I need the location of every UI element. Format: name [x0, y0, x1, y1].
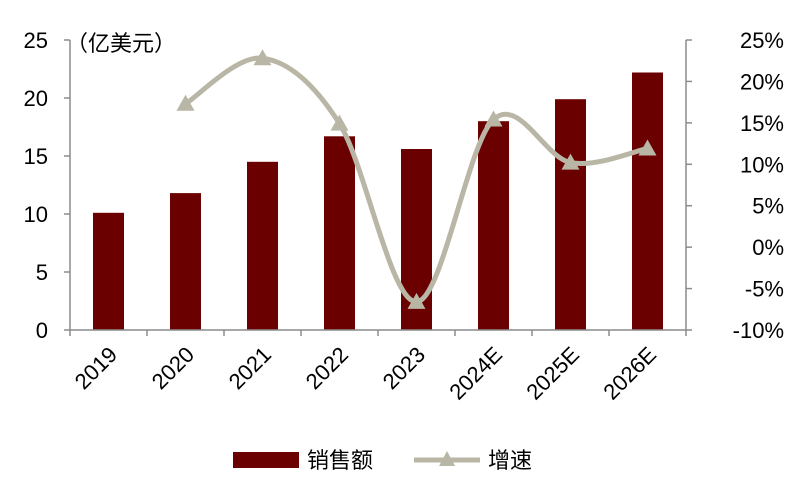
legend-label-sales: 销售额: [307, 448, 373, 473]
bar-2019: [93, 212, 124, 330]
growth-point-2024E: [484, 110, 503, 127]
y-right-tick-label: 0%: [752, 235, 784, 260]
y-right-tick-label: -10%: [733, 318, 784, 343]
x-tick-label: 2025E: [521, 342, 584, 405]
y-left-tick-label: 10: [24, 202, 48, 227]
growth-point-2023: [407, 292, 426, 309]
legend-bar-swatch: [233, 452, 299, 468]
legend-label-growth: 增速: [488, 448, 532, 473]
y-left-tick-label: 15: [24, 144, 48, 169]
line-series: [176, 49, 657, 309]
unit-label: （亿美元）: [66, 31, 176, 56]
x-tick-label: 2023: [378, 342, 430, 394]
y-right-tick-label: -5%: [745, 277, 784, 302]
y-right-tick-label: 10%: [740, 152, 784, 177]
y-left-tick-label: 25: [24, 28, 48, 53]
bar-2026E: [632, 72, 663, 330]
growth-point-2020: [176, 94, 195, 111]
legend-triangle-marker: [439, 451, 455, 466]
x-tick-label: 2024E: [444, 342, 507, 405]
growth-point-2021: [253, 49, 272, 66]
y-right-tick-label: 20%: [740, 69, 784, 94]
growth-point-2026E: [638, 139, 657, 156]
x-tick-label: 2019: [70, 342, 122, 394]
y-left-tick-label: 20: [24, 86, 48, 111]
bar-2022: [324, 136, 355, 330]
bar-2025E: [555, 99, 586, 330]
growth-point-2025E: [561, 153, 580, 170]
x-tick-label: 2026E: [598, 342, 661, 405]
y-left-tick-label: 0: [36, 318, 48, 343]
y-right-tick-label: 15%: [740, 111, 784, 136]
y-right-tick-label: 5%: [752, 194, 784, 219]
bar-2024E: [478, 121, 509, 330]
bar-2020: [170, 193, 201, 330]
legend: 销售额 增速: [233, 448, 532, 473]
x-tick-label: 2021: [224, 342, 276, 394]
x-tick-label: 2020: [147, 342, 199, 394]
y-right-tick-label: 25%: [740, 28, 784, 53]
bar-2021: [247, 161, 278, 330]
bar-series: [93, 72, 663, 330]
growth-point-2022: [330, 114, 349, 131]
y-left-tick-label: 5: [36, 260, 48, 285]
x-tick-label: 2022: [301, 342, 353, 394]
